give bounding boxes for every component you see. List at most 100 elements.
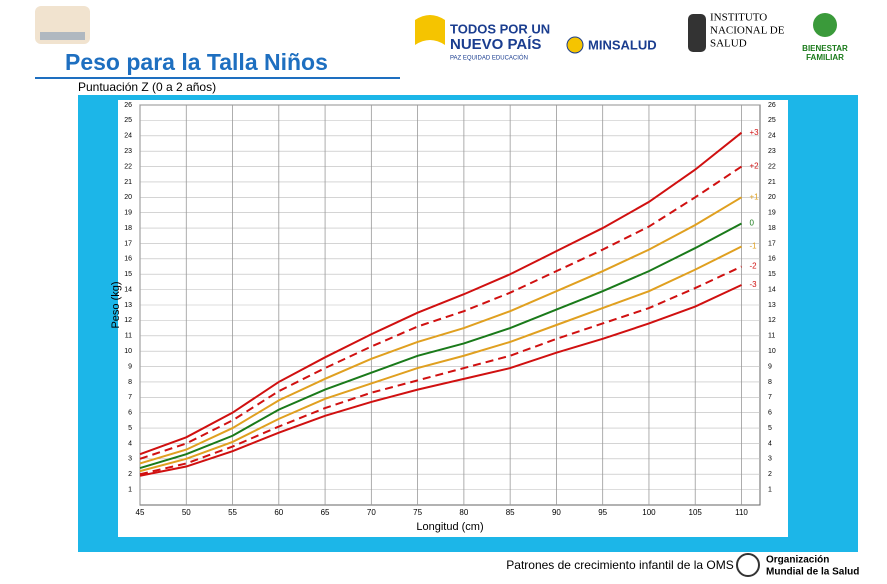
y-tick-label-right: 4 [768, 440, 772, 447]
y-tick-label: 19 [124, 210, 132, 217]
x-tick-label: 95 [598, 508, 607, 517]
logo-text: INSTITUTO [710, 12, 767, 24]
y-tick-label-right: 18 [768, 225, 776, 232]
logo-text: FAMILIAR [806, 53, 844, 62]
y-tick-label-right: 24 [768, 133, 776, 140]
x-tick-label: 50 [182, 508, 191, 517]
y-tick-label-right: 2 [768, 471, 772, 478]
y-tick-label: 22 [124, 163, 132, 170]
z-curve [139, 284, 742, 477]
curve-label: -1 [749, 242, 757, 251]
curve-label: +3 [749, 128, 759, 137]
logo-text: NACIONAL DE [710, 25, 785, 37]
y-tick-label: 3 [128, 456, 132, 463]
y-tick-label-right: 12 [768, 317, 776, 324]
z-curve [139, 165, 743, 460]
y-tick-label: 10 [124, 348, 132, 355]
x-tick-label: 100 [642, 508, 656, 517]
z-curve [139, 245, 742, 473]
logo-text: PAZ EQUIDAD EDUCACIÓN [450, 55, 528, 62]
scale-image [40, 32, 85, 40]
y-tick-label: 13 [124, 302, 132, 309]
y-tick-label-right: 15 [768, 271, 776, 278]
y-tick-label: 1 [128, 486, 132, 493]
y-tick-label: 17 [124, 240, 132, 247]
y-tick-label: 4 [128, 440, 132, 447]
z-curve [139, 222, 742, 470]
y-tick-label: 23 [124, 148, 132, 155]
y-tick-label-right: 17 [768, 240, 776, 247]
logo-text: TODOS POR UN [450, 21, 550, 36]
y-tick-label-right: 3 [768, 456, 772, 463]
x-tick-label: 45 [136, 508, 145, 517]
minsalud-icon [566, 36, 584, 54]
x-tick-label: 80 [459, 508, 468, 517]
y-tick-label: 18 [124, 225, 132, 232]
x-tick-label: 75 [413, 508, 422, 517]
x-tick-label: 105 [689, 508, 703, 517]
y-tick-label-right: 1 [768, 486, 772, 493]
curve-label: -2 [749, 262, 757, 271]
y-tick-label: 25 [124, 117, 132, 124]
y-tick-label: 14 [124, 286, 132, 293]
y-tick-label-right: 7 [768, 394, 772, 401]
y-tick-label-right: 23 [768, 148, 776, 155]
y-tick-label-right: 5 [768, 425, 772, 432]
curve-label: +1 [749, 192, 759, 201]
y-tick-label: 20 [124, 194, 132, 201]
logo-text: MINSALUD [588, 37, 657, 52]
y-tick-label: 11 [125, 333, 132, 340]
logo-text: NUEVO PAÍS [450, 36, 541, 53]
y-tick-label: 15 [124, 271, 132, 278]
y-tick-label: 5 [128, 425, 132, 432]
curve-label: 0 [749, 219, 754, 228]
y-tick-label: 9 [128, 363, 132, 370]
y-tick-label-right: 11 [768, 333, 775, 340]
y-tick-label-right: 8 [768, 379, 772, 386]
curve-label: +2 [749, 162, 759, 171]
x-tick-label: 110 [735, 508, 748, 517]
z-curve [139, 131, 743, 456]
y-tick-label-right: 6 [768, 410, 772, 417]
y-tick-label-right: 25 [768, 117, 776, 124]
y-tick-label-right: 19 [768, 210, 776, 217]
y-tick-label: 21 [124, 179, 132, 186]
y-tick-label: 12 [124, 317, 132, 324]
x-tick-label: 60 [274, 508, 283, 517]
y-tick-label: 8 [128, 379, 132, 386]
icbf-icon [813, 13, 837, 37]
y-tick-label-right: 26 [768, 102, 776, 109]
x-tick-label: 90 [552, 508, 561, 517]
z-curve [139, 196, 743, 465]
y-tick-label-right: 10 [768, 348, 776, 355]
y-tick-label-right: 14 [768, 286, 776, 293]
x-tick-label: 85 [506, 508, 515, 517]
y-axis-label: Peso (kg) [110, 281, 122, 328]
subtitle: Puntuación Z (0 a 2 años) [78, 80, 216, 94]
y-tick-label: 2 [128, 471, 132, 478]
y-tick-label-right: 22 [768, 163, 776, 170]
y-tick-label-right: 13 [768, 302, 776, 309]
curve-label: -3 [749, 280, 757, 289]
y-tick-label-right: 21 [768, 179, 776, 186]
logo-text: BIENESTAR [802, 44, 848, 53]
y-tick-label-right: 16 [768, 256, 776, 263]
x-tick-label: 70 [367, 508, 376, 517]
x-tick-label: 65 [321, 508, 330, 517]
x-axis-label: Longitud (cm) [416, 521, 483, 533]
y-tick-label: 7 [128, 394, 132, 401]
title: Peso para la Talla Niños [65, 49, 328, 75]
y-tick-label: 16 [124, 256, 132, 263]
z-curve [139, 265, 742, 476]
logo-text: SALUD [710, 38, 747, 50]
y-tick-label-right: 9 [768, 363, 772, 370]
ins-icon [688, 14, 706, 52]
y-tick-label: 6 [128, 410, 132, 417]
who-logo [736, 553, 760, 577]
y-tick-label: 26 [124, 102, 132, 109]
y-tick-label: 24 [124, 133, 132, 140]
footer-org: Mundial de la Salud [766, 567, 859, 578]
footer-org: Organización [766, 555, 829, 566]
